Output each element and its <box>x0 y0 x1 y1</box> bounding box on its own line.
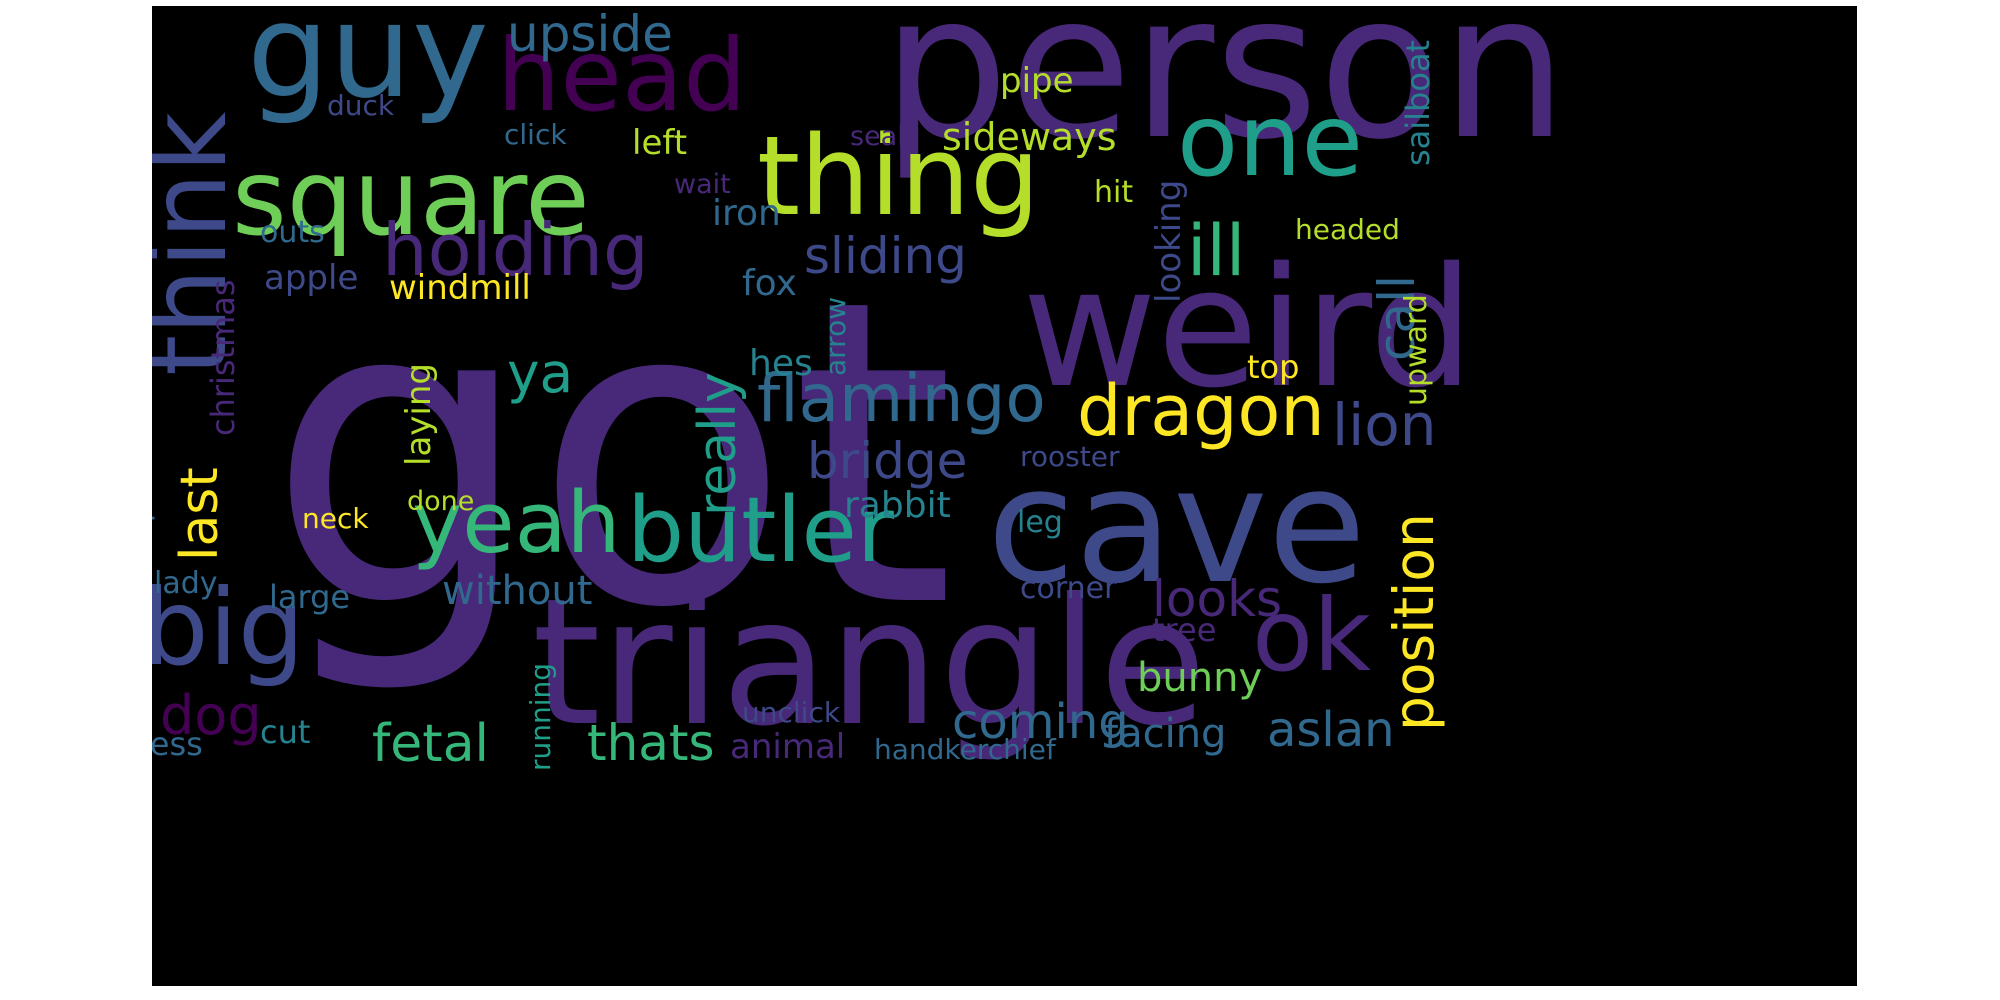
word-rabbit: rabbit <box>844 485 951 526</box>
word-hit: hit <box>1094 175 1134 210</box>
word-click: click <box>504 118 567 151</box>
word-laying: laying <box>399 363 439 466</box>
word-chipmunk: chipmunk <box>152 418 156 566</box>
word-windmill: windmill <box>389 268 531 308</box>
word-neck: neck <box>302 502 369 535</box>
word-ok: ok <box>1252 577 1372 694</box>
word-seal: seal <box>850 121 905 152</box>
word-bunny: bunny <box>1137 655 1263 701</box>
word-arrow: arrow <box>819 296 852 376</box>
word-ya: ya <box>507 341 574 405</box>
word-outs: outs <box>260 215 325 250</box>
word-leg: leg <box>1017 505 1063 540</box>
word-running: running <box>524 662 557 771</box>
word-fox: fox <box>742 263 797 304</box>
word-thats: thats <box>587 714 715 772</box>
word-thing: thing <box>757 112 1040 240</box>
word-really: really <box>688 372 748 516</box>
word-large: large <box>269 578 351 616</box>
word-left: left <box>632 123 688 163</box>
word-cave: cave <box>987 432 1367 619</box>
word-dress: dress <box>152 725 203 763</box>
word-aslan: aslan <box>1267 702 1395 758</box>
word-ill: ill <box>1187 210 1246 292</box>
word-flamingo: flamingo <box>757 360 1046 437</box>
word-looking: looking <box>1149 179 1189 303</box>
word-dragon: dragon <box>1077 370 1325 452</box>
word-christmas: christmas <box>204 279 242 436</box>
word-triangle: triangle <box>532 562 1207 765</box>
word-fetal: fetal <box>372 714 489 774</box>
word-cut: cut <box>260 713 311 751</box>
word-top: top <box>1247 348 1300 386</box>
word-rooster: rooster <box>1020 440 1120 473</box>
word-person: person <box>882 6 1568 184</box>
word-corner: corner <box>1020 571 1117 606</box>
word-upside: upside <box>507 6 673 63</box>
word-lady: lady <box>154 566 218 601</box>
word-handkerchief: handkerchief <box>874 733 1056 766</box>
word-apple: apple <box>264 258 359 298</box>
word-yeah: yeah <box>412 474 621 573</box>
word-hes: hes <box>749 343 813 384</box>
word-looks: looks <box>1152 570 1283 628</box>
word-big: big <box>152 567 305 689</box>
word-one: one <box>1177 82 1364 199</box>
word-without: without <box>442 568 593 614</box>
word-pipe: pipe <box>1000 61 1074 101</box>
word-wait: wait <box>674 169 731 200</box>
word-weird: weird <box>1022 232 1474 424</box>
word-iron: iron <box>712 193 781 234</box>
word-square: square <box>232 137 590 259</box>
word-tree: tree <box>1152 611 1217 649</box>
word-holding: holding <box>382 208 649 292</box>
word-butler: butler <box>627 478 894 583</box>
word-sliding: sliding <box>804 227 967 285</box>
word-last: last <box>170 467 230 561</box>
word-dog: dog <box>160 684 262 747</box>
word-unclick: unclick <box>742 696 841 729</box>
word-upward: upward <box>1399 294 1434 406</box>
word-sailboat: sailboat <box>1399 39 1437 166</box>
word-head: head <box>497 17 747 134</box>
word-got: got <box>267 211 956 700</box>
word-duck: duck <box>327 89 395 122</box>
word-lion: lion <box>1332 391 1437 459</box>
word-bridge: bridge <box>807 432 968 490</box>
word-guy: guy <box>247 6 489 127</box>
word-facing: facing <box>1104 711 1227 757</box>
word-headed: headed <box>1295 213 1400 246</box>
word-cloud-panel: got person weird triangle cave guy squar… <box>152 6 1857 986</box>
word-done: done <box>407 486 475 517</box>
word-sideways: sideways <box>942 115 1117 159</box>
word-position: position <box>1382 513 1446 731</box>
word-animal: animal <box>730 727 846 767</box>
word-coming: coming <box>952 694 1129 750</box>
